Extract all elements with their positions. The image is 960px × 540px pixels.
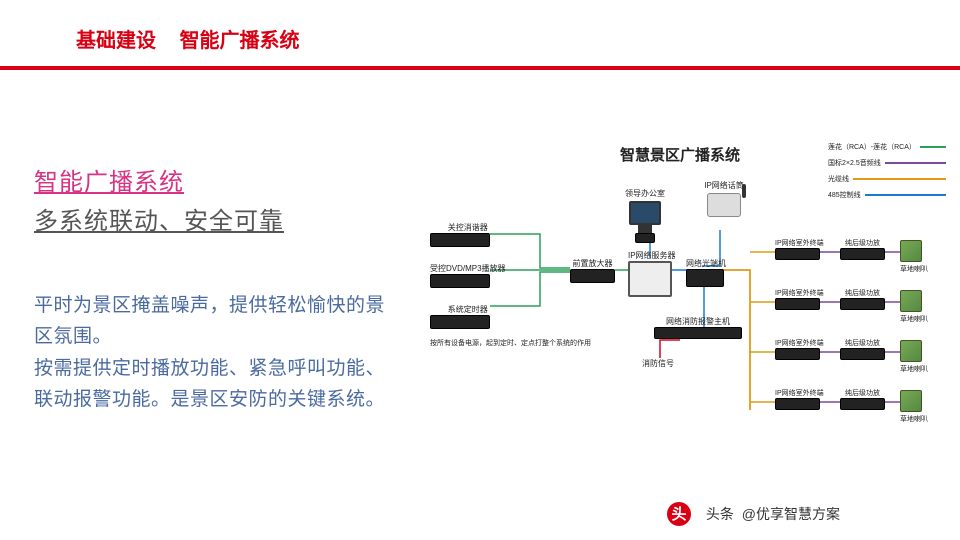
footer-attribution: 头 头条 @优享智慧方案 <box>666 501 840 530</box>
speaker-icon <box>900 290 922 312</box>
left-stack: 关控消谐器 受控DVD/MP3播放器 系统定时器 <box>430 222 506 329</box>
legend-swatch <box>853 178 946 180</box>
device-box <box>570 269 615 283</box>
device-label: 系统定时器 <box>430 304 506 315</box>
section-body: 平时为景区掩盖噪声，提供轻松愉快的景区氛围。按需提供定时播放功能、紧急呼叫功能、… <box>34 290 404 415</box>
speaker-icon <box>900 240 922 262</box>
device-label: 领导办公室 <box>625 188 665 199</box>
alarm-signal-label: 消防信号 <box>642 358 674 369</box>
device-box <box>840 298 885 310</box>
legend-row: 莲花（RCA）-莲花（RCA） <box>828 142 946 152</box>
server-icon <box>628 261 672 297</box>
device-box <box>430 315 490 329</box>
device-box <box>840 348 885 360</box>
legend-swatch <box>920 146 946 148</box>
legend-row: 国标2×2.5音频线 <box>828 158 946 168</box>
device-box <box>430 274 490 288</box>
amp-label: 纯后级功放 <box>840 338 885 348</box>
alarm-block: 网络消防报警主机 <box>654 316 742 339</box>
speaker-icon <box>900 390 922 412</box>
legend-row: 光缆线 <box>828 174 946 184</box>
device-box <box>686 269 724 287</box>
device-box <box>775 248 820 260</box>
text-column: 智能广播系统 多系统联动、安全可靠 平时为景区掩盖噪声，提供轻松愉快的景区氛围。… <box>34 162 404 415</box>
section-subtitle: 多系统联动、安全可靠 <box>34 201 404 236</box>
device-box <box>775 398 820 410</box>
amp-label: 纯后级功放 <box>840 388 885 398</box>
legend-row: 485控制线 <box>828 190 946 200</box>
legend-swatch <box>865 194 946 196</box>
server-block: IP网络服务器 <box>628 250 676 297</box>
section-title: 智能广播系统 <box>34 162 404 197</box>
speaker-icon <box>900 340 922 362</box>
amp-block: 前置放大器 <box>570 258 615 283</box>
device-box <box>775 298 820 310</box>
office-block: 领导办公室 <box>625 188 665 243</box>
terminal-label: IP网络室外终端 <box>775 338 824 348</box>
crumb-2: 智能广播系统 <box>180 24 300 53</box>
diagram: 智慧景区广播系统 <box>420 140 950 450</box>
crumb-1: 基础建设 <box>76 24 156 53</box>
footer-logo-icon: 头 <box>666 501 692 530</box>
switch-block: 网络光端机 <box>686 258 726 287</box>
footer-prefix: 头条 <box>706 506 734 522</box>
breadcrumb: 基础建设 智能广播系统 <box>76 24 318 53</box>
speaker-label: 草地喇叭 <box>900 414 928 424</box>
device-label: 前置放大器 <box>570 258 615 269</box>
left-caption: 按所有设备电源，起到定时、定点打整个系统的作用 <box>430 338 650 348</box>
device-box <box>430 233 490 247</box>
terminal-label: IP网络室外终端 <box>775 238 824 248</box>
device-label: 关控消谐器 <box>430 222 506 233</box>
speaker-label: 草地喇叭 <box>900 364 928 374</box>
amp-label: 纯后级功放 <box>840 238 885 248</box>
device-box <box>635 233 655 243</box>
terminal-label: IP网络室外终端 <box>775 288 824 298</box>
device-label: 受控DVD/MP3播放器 <box>430 263 506 274</box>
device-label: 网络消防报警主机 <box>654 316 742 327</box>
amp-label: 纯后级功放 <box>840 288 885 298</box>
device-box <box>840 398 885 410</box>
device-box <box>654 327 742 339</box>
monitor-icon <box>629 201 661 225</box>
device-box <box>775 348 820 360</box>
device-label: IP网络服务器 <box>628 250 676 261</box>
speaker-label: 草地喇叭 <box>900 314 928 324</box>
terminal-label: IP网络室外终端 <box>775 388 824 398</box>
footer-account: @优享智慧方案 <box>742 506 840 522</box>
mic-block: IP网络话筒 <box>698 180 750 217</box>
legend: 莲花（RCA）-莲花（RCA） 国标2×2.5音频线 光缆线 485控制线 <box>828 142 946 200</box>
legend-swatch <box>885 162 946 164</box>
mic-icon <box>707 193 741 217</box>
device-box <box>840 248 885 260</box>
device-label: 网络光端机 <box>686 258 726 269</box>
speaker-label: 草地喇叭 <box>900 264 928 274</box>
header-rule <box>0 66 960 70</box>
footer-logo-glyph: 头 <box>671 506 686 523</box>
